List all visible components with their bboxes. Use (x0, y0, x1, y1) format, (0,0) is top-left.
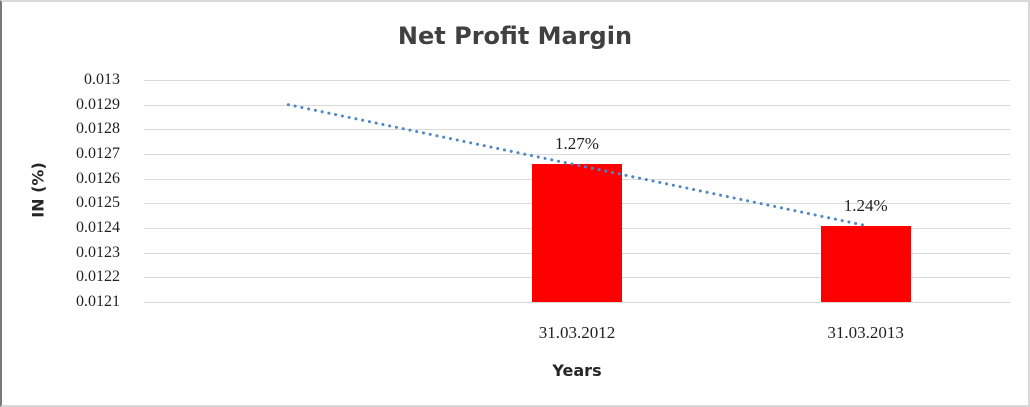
y-tick-label: 0.0128 (76, 120, 120, 138)
y-tick-label: 0.0125 (76, 194, 120, 212)
gridline (144, 302, 1010, 303)
gridline (144, 80, 1010, 81)
gridline (144, 154, 1010, 155)
x-axis-title: Years (552, 361, 602, 380)
bar (820, 225, 911, 302)
y-tick-label: 0.0127 (76, 145, 120, 162)
y-tick-label: 0.0121 (76, 293, 120, 310)
y-tick-label: 0.0122 (76, 268, 120, 286)
y-tick-label: 0.013 (84, 71, 120, 88)
y-tick-label: 0.0124 (76, 219, 120, 236)
bar-value-label: 1.24% (843, 195, 888, 215)
bar (532, 163, 622, 302)
y-tick-label: 0.0123 (76, 243, 120, 261)
y-tick-label: 0.0129 (76, 95, 120, 113)
y-tick-label: 0.0126 (76, 169, 120, 187)
gridline (144, 104, 1010, 106)
gridline (144, 129, 1010, 131)
bar-value-label: 1.27% (555, 133, 599, 153)
x-tick-label: 31.03.2012 (538, 323, 616, 342)
x-tick-label: 31.03.2013 (827, 323, 904, 342)
chart-title: Net Profit Margin (397, 22, 633, 50)
